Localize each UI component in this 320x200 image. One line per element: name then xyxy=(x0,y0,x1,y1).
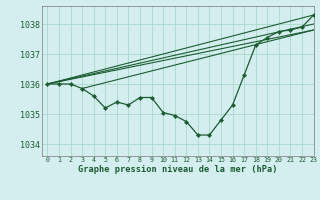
X-axis label: Graphe pression niveau de la mer (hPa): Graphe pression niveau de la mer (hPa) xyxy=(78,165,277,174)
